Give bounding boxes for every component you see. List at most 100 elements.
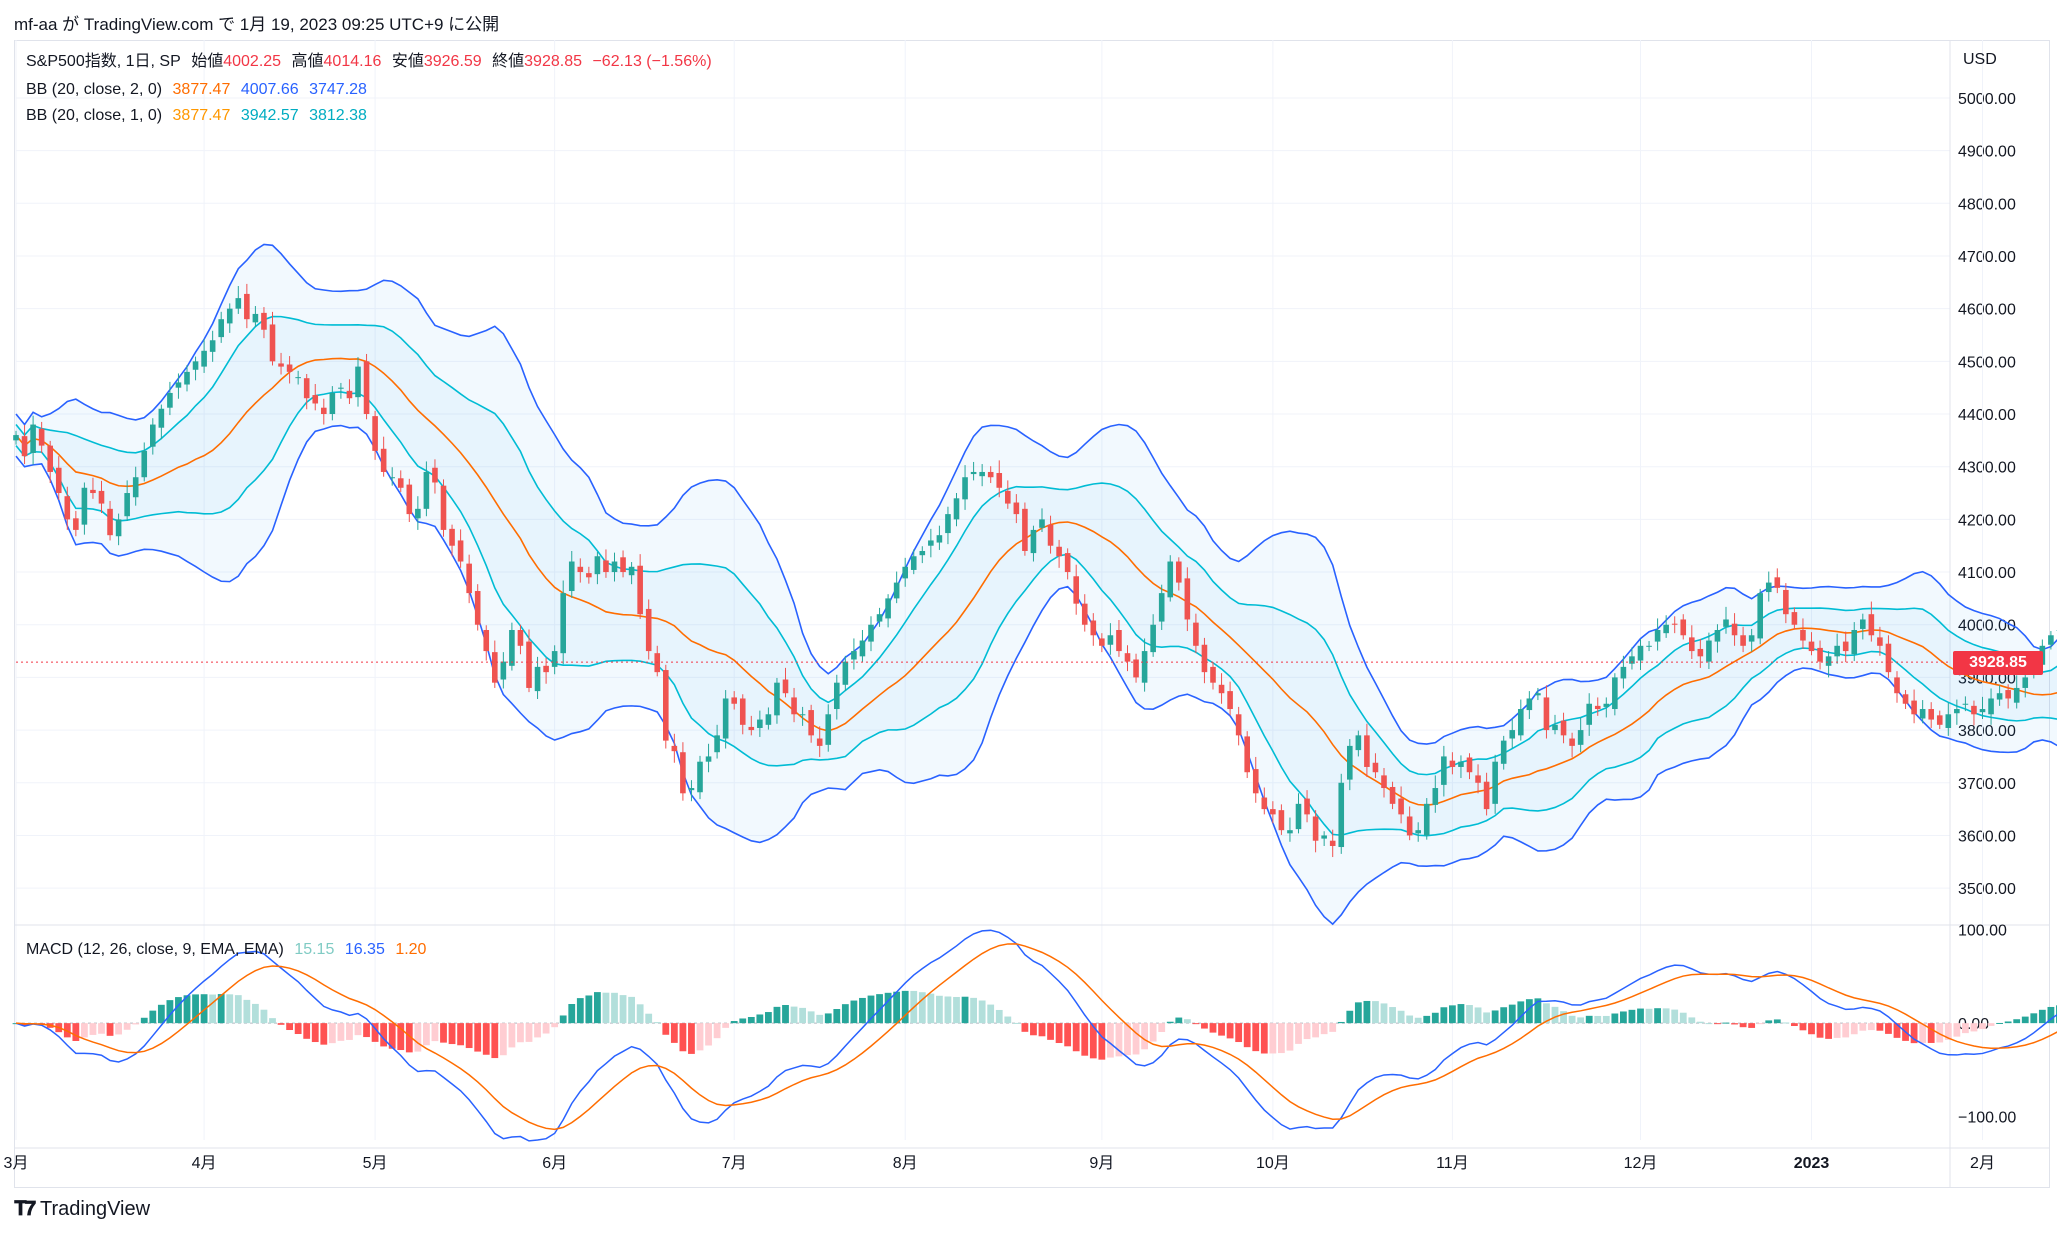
macd-histogram-bar [2030, 1013, 2038, 1024]
macd-line [15, 929, 2057, 1142]
candle-body [868, 624, 874, 642]
candle-body [1936, 715, 1943, 725]
macd-histogram-bar [1876, 1023, 1884, 1031]
macd-histogram-bar [1004, 1016, 1012, 1024]
macd-histogram-bar [1175, 1017, 1183, 1024]
macd-histogram-bar [1602, 1015, 1610, 1024]
macd-histogram-bar [611, 992, 618, 1024]
candle-body [1372, 762, 1379, 773]
candle-body [1586, 703, 1592, 725]
macd-histogram-bar [209, 994, 217, 1024]
macd-histogram-bar [1765, 1020, 1773, 1024]
candle-body [363, 361, 370, 415]
macd-histogram-bar [1645, 1008, 1653, 1024]
candle-body [355, 366, 361, 398]
candle-body [1458, 761, 1464, 767]
macd-histogram-bar [1859, 1023, 1867, 1031]
macd-histogram-bar [192, 994, 199, 1024]
macd-histogram-bar [89, 1023, 97, 1035]
macd-histogram-bar [782, 1005, 789, 1024]
candle-body [38, 428, 45, 446]
macd-histogram-bar [2004, 1021, 2012, 1024]
candle-body [1381, 775, 1387, 789]
macd-histogram-bar [542, 1023, 550, 1034]
candle-body [1329, 840, 1336, 846]
macd-histogram-bar [730, 1021, 738, 1024]
macd-histogram-bar [1970, 1023, 1978, 1032]
candle-body [859, 640, 866, 657]
bb2-legend: BB (20, close, 2, 0) 3877.47 4007.66 374… [26, 80, 373, 100]
macd-histogram-bar [722, 1023, 730, 1028]
candle-body [321, 407, 327, 415]
candle-body [1047, 524, 1054, 546]
macd-histogram-bar [1295, 1023, 1302, 1044]
candle-body [449, 528, 455, 546]
candle-body [791, 697, 797, 715]
macd-histogram-bar [465, 1023, 473, 1049]
candle-body [2005, 690, 2011, 699]
candle-body [1783, 589, 1789, 615]
macd-histogram-bar [1979, 1023, 1986, 1030]
candle-body [680, 752, 686, 794]
macd-histogram-bar [1842, 1023, 1850, 1038]
candle-body [269, 324, 276, 362]
bb2-basis: 3877.47 [172, 81, 231, 98]
candle-body [1441, 756, 1447, 785]
macd-histogram-bar [1885, 1023, 1892, 1034]
candle-body [278, 363, 284, 367]
month-tick-label: 11月 [1436, 1155, 1469, 1172]
macd-histogram-bar [337, 1023, 345, 1041]
macd-histogram-bar [987, 1004, 995, 1024]
tradingview-logo[interactable]: 𝐓𝟕 TradingView [14, 1198, 150, 1221]
macd-histogram-bar [1577, 1017, 1585, 1024]
price-tick-label: 4100.00 [1958, 565, 2016, 582]
candle-body [90, 489, 96, 494]
brand-name: TradingView [40, 1198, 151, 1220]
candle-body [397, 478, 404, 488]
candle-body [919, 550, 926, 556]
candle-body [1278, 810, 1285, 831]
candle-body [731, 697, 737, 704]
candle-body [876, 614, 883, 622]
candle-body [73, 518, 79, 530]
candle-body [2013, 687, 2020, 703]
price-tick-label: 3500.00 [1958, 881, 2016, 898]
macd-histogram-bar [1944, 1023, 1952, 1040]
candle-body [1851, 630, 1858, 655]
candle-body [1654, 630, 1661, 642]
candle-body [517, 630, 524, 646]
macd-histogram-bar [115, 1023, 122, 1035]
macd-histogram-bar [1047, 1023, 1054, 1040]
macd-histogram-bar [944, 996, 952, 1024]
candle-body [1885, 643, 1892, 673]
candle-body [1808, 641, 1815, 652]
macd-histogram-bar [1517, 1001, 1525, 1024]
candle-body [389, 477, 395, 479]
candle-body [1800, 630, 1806, 641]
macd-histogram-bar [747, 1016, 755, 1024]
macd-histogram-bar [1235, 1023, 1243, 1043]
candle-body [1731, 623, 1738, 636]
macd-histogram-bar [679, 1023, 687, 1052]
candle-body [1073, 576, 1079, 604]
candle-body [645, 608, 652, 652]
macd-histogram-bar [1320, 1023, 1328, 1035]
candle-body [637, 565, 643, 615]
candle-body [415, 508, 421, 519]
macd-histogram-bar [363, 1023, 370, 1038]
macd-histogram-bar [1585, 1015, 1593, 1024]
candle-body [1347, 745, 1353, 780]
candle-body [500, 661, 507, 680]
candle-body [1509, 730, 1516, 739]
candle-body [945, 514, 951, 534]
candle-body [748, 726, 755, 731]
macd-histogram-bar [1594, 1015, 1602, 1024]
bb1-basis: 3877.47 [172, 107, 231, 124]
candle-body [1894, 677, 1900, 694]
macd-histogram-bar [106, 1023, 114, 1036]
price-tick-label: 4200.00 [1958, 512, 2016, 529]
candle-body [1270, 809, 1276, 815]
candle-body [628, 566, 635, 576]
candle-body [1526, 698, 1533, 711]
